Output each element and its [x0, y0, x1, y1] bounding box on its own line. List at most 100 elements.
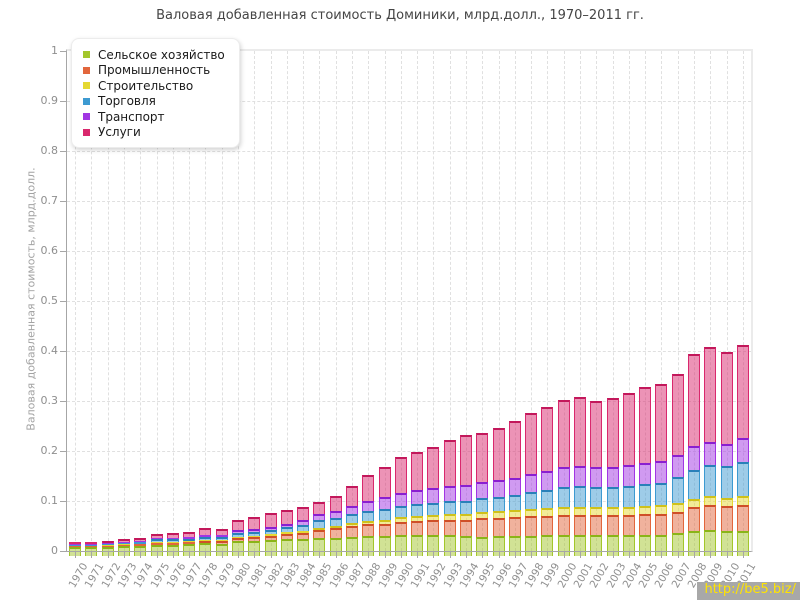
- x-axis-tick: [75, 552, 77, 558]
- gridline-v: [726, 51, 728, 551]
- bar-segment-industry: [183, 542, 196, 544]
- watermark-link[interactable]: http://be5.biz/: [697, 582, 800, 600]
- gridline-v: [580, 51, 581, 551]
- x-axis-tick: [628, 552, 630, 558]
- bar-segment-construction: [622, 506, 635, 515]
- x-axis-tick: [482, 552, 484, 558]
- gridline-v: [384, 51, 386, 551]
- bar-segment-services: [704, 346, 717, 442]
- bar-segment-construction: [101, 545, 114, 546]
- bar-segment-trade: [362, 510, 375, 521]
- bar-segment-construction: [232, 536, 244, 538]
- y-tick-label: 0.6: [40, 244, 59, 257]
- bar-segment-trade: [313, 520, 326, 528]
- bar-segment-industry: [411, 520, 424, 535]
- bar-segment-construction: [508, 510, 521, 517]
- y-tick-label: 0.7: [40, 194, 59, 207]
- gridline-v: [107, 51, 109, 551]
- bar-segment-agriculture: [704, 530, 717, 556]
- gridline-v: [140, 51, 142, 551]
- bar-segment-trade: [101, 544, 114, 545]
- bar-segment-construction: [118, 544, 130, 545]
- legend-swatch-trade-icon: [83, 97, 90, 105]
- y-axis-tick: [60, 151, 66, 152]
- legend: Сельское хозяйство Промышленность Строител…: [71, 38, 240, 148]
- bar-1999: [541, 407, 554, 556]
- gridline-v: [661, 51, 663, 551]
- bar-segment-industry: [280, 534, 293, 539]
- bar-segment-agriculture: [248, 540, 261, 556]
- bar-segment-construction: [85, 545, 98, 546]
- legend-item-agriculture: Сельское хозяйство: [83, 47, 225, 63]
- bar-1987: [346, 486, 358, 556]
- bar-1974: [134, 538, 147, 556]
- bar-segment-agriculture: [622, 535, 635, 556]
- x-axis-tick: [694, 552, 695, 558]
- bar-segment-construction: [280, 532, 293, 534]
- bar-segment-transport: [688, 445, 700, 470]
- x-axis-tick: [417, 552, 419, 558]
- bar-segment-trade: [606, 487, 619, 507]
- x-axis-line: [67, 551, 751, 552]
- bar-2003: [606, 398, 619, 556]
- bar-segment-services: [150, 533, 163, 538]
- bar-segment-construction: [329, 525, 342, 528]
- bar-segment-construction: [671, 503, 684, 512]
- bar-segment-services: [557, 399, 570, 467]
- bar-segment-transport: [69, 544, 82, 545]
- x-axis-tick: [742, 552, 744, 558]
- x-axis-tick: [270, 552, 272, 558]
- bar-segment-industry: [541, 515, 554, 535]
- bar-segment-industry: [606, 515, 619, 535]
- bar-segment-transport: [394, 492, 407, 506]
- x-axis-tick: [400, 552, 402, 558]
- y-axis-tick: [60, 101, 66, 102]
- x-axis-tick: [563, 552, 565, 558]
- bar-segment-trade: [574, 486, 586, 507]
- bar-segment-services: [736, 344, 749, 438]
- x-axis-tick: [710, 552, 712, 558]
- bar-segment-trade: [411, 503, 424, 516]
- y-axis-tick: [60, 501, 66, 502]
- bar-segment-construction: [476, 511, 489, 518]
- bar-segment-transport: [297, 520, 310, 525]
- gridline-v: [303, 51, 305, 551]
- bar-segment-construction: [378, 519, 391, 524]
- bar-segment-construction: [655, 505, 668, 514]
- bar-segment-industry: [460, 519, 472, 536]
- bar-segment-transport: [329, 511, 342, 518]
- bar-segment-transport: [264, 526, 277, 530]
- x-axis-tick: [205, 552, 207, 558]
- bar-segment-trade: [118, 542, 130, 544]
- y-tick-label: 0: [51, 544, 58, 557]
- bar-2004: [622, 393, 635, 556]
- bar-segment-services: [655, 383, 668, 461]
- gridline-v: [238, 51, 239, 551]
- x-axis-tick: [238, 552, 239, 558]
- x-axis-tick: [107, 552, 109, 558]
- y-tick-label: 0.3: [40, 394, 59, 407]
- bar-segment-construction: [574, 506, 586, 515]
- gridline-h: [67, 401, 751, 402]
- gridline-v: [124, 51, 125, 551]
- bar-segment-transport: [492, 480, 505, 497]
- bar-segment-construction: [297, 530, 310, 533]
- bar-segment-construction: [704, 496, 717, 505]
- bar-segment-industry: [134, 544, 147, 546]
- y-tick-label: 0.2: [40, 444, 59, 457]
- bar-segment-agriculture: [411, 534, 424, 556]
- bar-segment-trade: [557, 486, 570, 507]
- bar-segment-agriculture: [590, 535, 603, 556]
- bar-segment-agriculture: [150, 544, 163, 556]
- bar-1988: [362, 475, 375, 556]
- bar-segment-industry: [232, 538, 244, 541]
- bar-segment-trade: [427, 502, 440, 515]
- chart-title: Валовая добавленная стоимость Доминики, …: [156, 8, 644, 23]
- bar-segment-services: [69, 542, 82, 544]
- x-axis-tick: [319, 552, 321, 558]
- bar-segment-transport: [199, 534, 212, 537]
- bar-segment-construction: [183, 541, 196, 542]
- bar-segment-transport: [313, 514, 326, 520]
- bar-segment-services: [280, 509, 293, 524]
- gridline-v: [547, 51, 549, 551]
